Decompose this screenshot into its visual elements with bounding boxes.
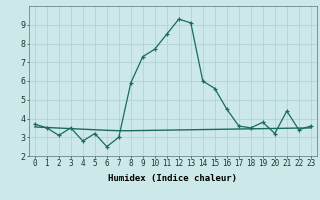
X-axis label: Humidex (Indice chaleur): Humidex (Indice chaleur) <box>108 174 237 183</box>
